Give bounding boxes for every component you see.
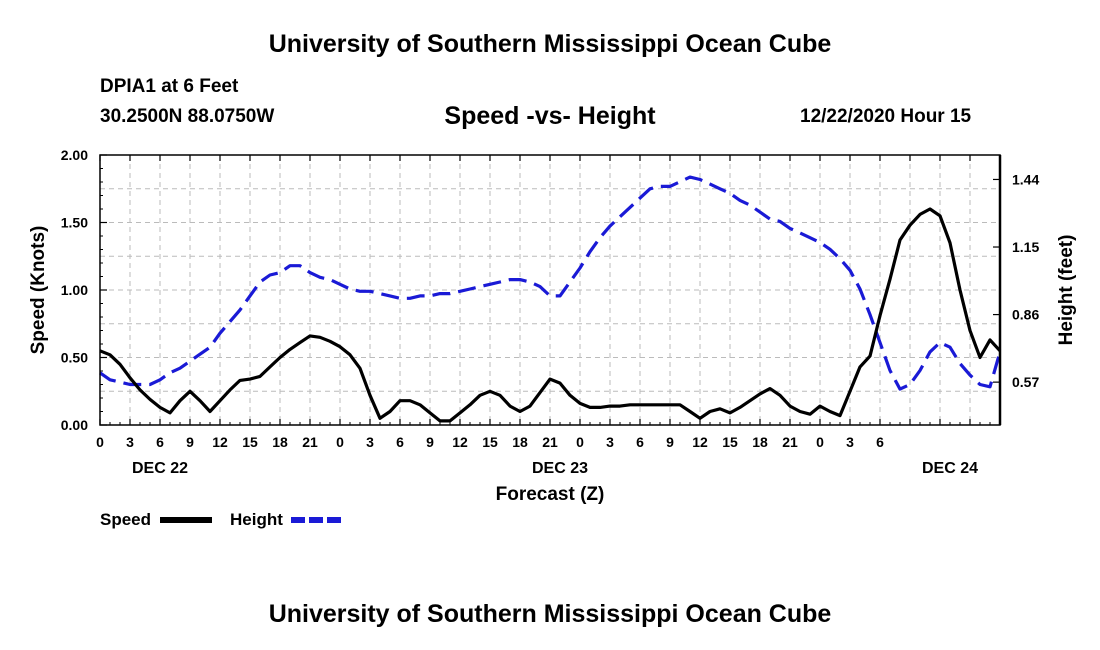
- footer-title: University of Southern Mississippi Ocean…: [268, 600, 832, 628]
- x-tick-label: 21: [302, 434, 318, 450]
- x-tick-label: 15: [242, 434, 258, 450]
- x-tick-label: 12: [212, 434, 228, 450]
- y-axis-label: Speed (Knots): [28, 226, 49, 355]
- x-tick-label: 0: [96, 434, 104, 450]
- x-axis-label: Forecast (Z): [496, 484, 605, 505]
- x-tick-label: 3: [606, 434, 614, 450]
- y2-tick-label: 0.86: [1012, 307, 1039, 323]
- x-tick-label: 18: [752, 434, 768, 450]
- y2-tick-label: 0.57: [1012, 374, 1039, 390]
- station-label: DPIA1 at 6 Feet: [100, 76, 239, 97]
- x-tick-label: 6: [636, 434, 644, 450]
- x-tick-label: 9: [426, 434, 434, 450]
- x-tick-label: 9: [666, 434, 674, 450]
- legend-speed-label: Speed: [100, 510, 151, 529]
- x-tick-label: 6: [156, 434, 164, 450]
- height-series-line: [99, 175, 1002, 391]
- y-tick-label: 2.00: [61, 147, 88, 163]
- x-tick-label: 6: [396, 434, 404, 450]
- y2-axis-label: Height (feet): [1056, 235, 1077, 346]
- y2-tick-label: 1.15: [1012, 239, 1039, 255]
- x-tick-label: 21: [782, 434, 798, 450]
- y-tick-label: 1.00: [61, 282, 88, 298]
- x-axis: 0 3 6 9 12 15 18 21 0 3 6 9 12 15 18 21 0 3 6 9 12 15 18 21 0 3 6 D…: [96, 155, 1001, 477]
- x-tick-label: 18: [512, 434, 528, 450]
- y-tick-label: 1.50: [61, 215, 88, 231]
- x-tick-label: 0: [576, 434, 584, 450]
- chart-title: Speed -vs- Height: [444, 102, 656, 130]
- x-tick-label: 0: [816, 434, 824, 450]
- x-tick-label: 3: [846, 434, 854, 450]
- date-label: DEC 23: [532, 460, 588, 477]
- x-tick-label: 18: [272, 434, 288, 450]
- x-tick-label: 3: [126, 434, 134, 450]
- x-tick-label: 12: [452, 434, 468, 450]
- station-coordinates: 30.2500N 88.0750W: [100, 106, 275, 127]
- page-title: University of Southern Mississippi Ocean…: [268, 30, 832, 58]
- y-axis-left: 0.00 0.50 1.00 1.50 2.00: [61, 147, 107, 433]
- date-label: DEC 24: [922, 460, 978, 477]
- x-tick-label: 15: [482, 434, 498, 450]
- legend-height-label: Height: [230, 510, 283, 529]
- speed-series-line: [99, 207, 1002, 423]
- x-tick-label: 21: [542, 434, 558, 450]
- x-tick-label: 0: [336, 434, 344, 450]
- x-tick-label: 3: [366, 434, 374, 450]
- y-tick-label: 0.50: [61, 350, 88, 366]
- y-tick-label: 0.00: [61, 417, 88, 433]
- x-tick-label: 6: [876, 434, 884, 450]
- issue-time: 12/22/2020 Hour 15: [800, 106, 972, 127]
- x-tick-label: 12: [692, 434, 708, 450]
- y-axis-right: 0.57 0.86 1.15 1.44: [993, 171, 1039, 390]
- y2-tick-label: 1.44: [1012, 171, 1039, 187]
- x-tick-label: 15: [722, 434, 738, 450]
- x-tick-label: 9: [186, 434, 194, 450]
- date-label: DEC 22: [132, 460, 188, 477]
